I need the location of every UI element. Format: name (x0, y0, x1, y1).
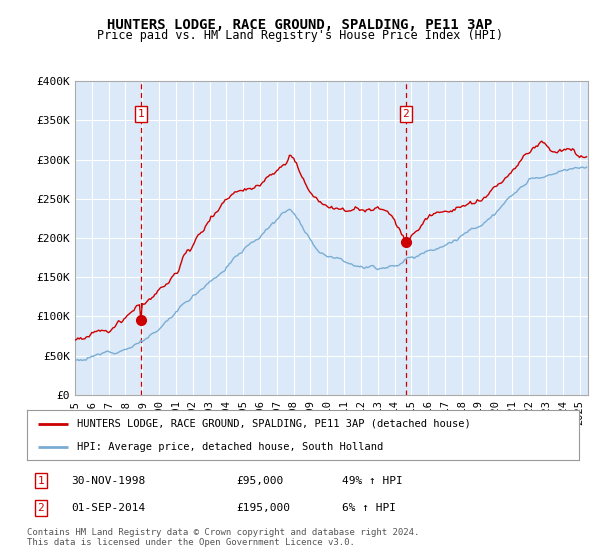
Text: Contains HM Land Registry data © Crown copyright and database right 2024.
This d: Contains HM Land Registry data © Crown c… (27, 528, 419, 547)
Text: HUNTERS LODGE, RACE GROUND, SPALDING, PE11 3AP (detached house): HUNTERS LODGE, RACE GROUND, SPALDING, PE… (77, 418, 470, 428)
Text: HUNTERS LODGE, RACE GROUND, SPALDING, PE11 3AP: HUNTERS LODGE, RACE GROUND, SPALDING, PE… (107, 18, 493, 32)
Text: HPI: Average price, detached house, South Holland: HPI: Average price, detached house, Sout… (77, 442, 383, 452)
Text: 30-NOV-1998: 30-NOV-1998 (71, 475, 145, 486)
Text: 49% ↑ HPI: 49% ↑ HPI (341, 475, 403, 486)
Text: 2: 2 (37, 503, 44, 513)
Text: £95,000: £95,000 (237, 475, 284, 486)
Text: 01-SEP-2014: 01-SEP-2014 (71, 503, 145, 513)
Text: 1: 1 (37, 475, 44, 486)
Text: 6% ↑ HPI: 6% ↑ HPI (341, 503, 395, 513)
Text: 1: 1 (137, 109, 145, 119)
Text: £195,000: £195,000 (237, 503, 291, 513)
Text: Price paid vs. HM Land Registry's House Price Index (HPI): Price paid vs. HM Land Registry's House … (97, 29, 503, 42)
Text: 2: 2 (403, 109, 409, 119)
